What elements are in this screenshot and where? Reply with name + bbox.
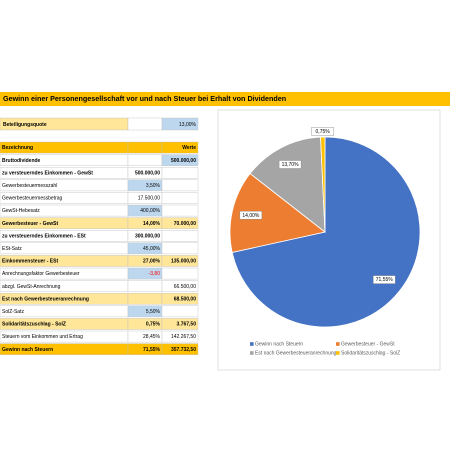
cell-text: 400,00% bbox=[140, 208, 160, 214]
title-bar bbox=[0, 92, 450, 106]
cell-text: Gewerbesteuermessbetrag bbox=[2, 196, 63, 202]
cell-text: 142.267,50 bbox=[171, 334, 196, 340]
cell-text: ESt-Satz bbox=[2, 246, 22, 252]
cell bbox=[161, 293, 199, 305]
pie-slice bbox=[231, 136, 421, 328]
data-label: 14,00% bbox=[242, 213, 260, 219]
pie-slice bbox=[229, 172, 326, 253]
cell bbox=[127, 141, 163, 154]
cell bbox=[161, 305, 199, 318]
cell-text: 45,00% bbox=[143, 246, 161, 252]
cell-text: 17.500,00 bbox=[138, 196, 160, 202]
cell-text: Einkommensteuer - ESt bbox=[2, 259, 58, 265]
cell-text: 5,50% bbox=[146, 309, 161, 315]
pie-slice bbox=[249, 136, 326, 233]
cell-text: -3,80 bbox=[149, 271, 161, 277]
cell bbox=[161, 154, 199, 166]
cell bbox=[161, 330, 199, 343]
cell bbox=[161, 343, 199, 355]
cell bbox=[161, 318, 199, 330]
legend-swatch bbox=[250, 342, 254, 346]
cell bbox=[161, 242, 199, 255]
cell-text: 14,00% bbox=[143, 221, 161, 227]
cell-text: Est nach Gewerbesteueranrechnung bbox=[2, 296, 89, 302]
legend-swatch bbox=[336, 351, 340, 355]
cell-text: 68.500,00 bbox=[174, 296, 196, 302]
data-label-box bbox=[311, 127, 334, 136]
quote-label: Beteiligungsquote bbox=[3, 122, 47, 128]
cell bbox=[161, 192, 199, 204]
data-label-box bbox=[278, 160, 302, 169]
data-label: 13,70% bbox=[282, 162, 300, 168]
cell-text: 3.767,50 bbox=[177, 322, 197, 328]
cell-text: 71,55% bbox=[143, 347, 161, 353]
cell bbox=[161, 141, 199, 154]
cell-text: Gewerbesteuermesszahl bbox=[2, 183, 57, 189]
cell-text: Werte bbox=[182, 145, 196, 151]
cell-text: 300.000,00 bbox=[135, 233, 160, 239]
cell-text: GewSt-Hebesatz bbox=[2, 208, 40, 214]
cell-text: Gewinn nach Steuern bbox=[2, 347, 53, 353]
legend-label: Gewinn nach Steuern bbox=[255, 342, 303, 348]
cell bbox=[127, 154, 163, 166]
cell bbox=[127, 293, 163, 305]
cell-text: 28,45% bbox=[143, 334, 161, 340]
cell-text: SolZ-Satz bbox=[2, 309, 24, 315]
sheet-title: Gewinn einer Personengesellschaft vor un… bbox=[3, 94, 286, 103]
legend-swatch bbox=[336, 342, 340, 346]
cell bbox=[161, 217, 199, 229]
legend-label: Est nach Gewerbesteueranrechnung bbox=[255, 351, 337, 357]
legend-label: Gewerbesteuer - GewSt bbox=[341, 342, 395, 348]
cell-text: abzgl. GewSt-Anrechnung bbox=[2, 284, 61, 290]
cell-text: 27,00% bbox=[143, 259, 161, 265]
cell bbox=[161, 280, 199, 292]
cell-text: 3,50% bbox=[146, 183, 161, 189]
cell-text: 70.000,00 bbox=[174, 221, 196, 227]
cell-text: zu versteuerndes Einkommen - ESt bbox=[2, 233, 86, 239]
empty-cell bbox=[127, 117, 163, 131]
cell bbox=[161, 229, 199, 242]
cell-text: Steuern vom Einkommen und Ertrag bbox=[2, 334, 83, 340]
cell-text: 66.500,00 bbox=[174, 284, 196, 290]
data-label: 0,75% bbox=[316, 129, 331, 135]
cell bbox=[161, 267, 199, 280]
cell-text: Bezeichnung bbox=[2, 145, 33, 151]
cell bbox=[127, 280, 163, 292]
cell bbox=[161, 204, 199, 217]
data-label-box bbox=[239, 210, 263, 220]
pie-slice bbox=[320, 136, 326, 233]
cell-text: 135.000,00 bbox=[171, 259, 196, 265]
cell-text: 357.732,50 bbox=[171, 347, 196, 353]
cell-text: 500.000,00 bbox=[135, 170, 160, 176]
cell-text: Bruttodividende bbox=[2, 158, 41, 164]
legend-swatch bbox=[250, 351, 254, 355]
cell-text: 500.000,00 bbox=[171, 158, 196, 164]
cell-text: 0,75% bbox=[146, 322, 161, 328]
cell bbox=[161, 166, 199, 179]
legend-label: Solidaritätszuschlag - SolZ bbox=[341, 351, 400, 357]
cell bbox=[161, 255, 199, 267]
cell-text: Solidaritätszuschlag - SolZ bbox=[2, 322, 66, 328]
quote-value-cell bbox=[161, 117, 199, 131]
cell-text: Anrechnungsfaktor Gewerbesteuer bbox=[2, 271, 80, 277]
cell bbox=[161, 179, 199, 192]
data-label: 71,55% bbox=[376, 277, 394, 283]
data-label-box bbox=[373, 275, 396, 284]
quote-value: 13,00% bbox=[179, 122, 197, 128]
cell-text: Gewerbesteuer - GewSt bbox=[2, 221, 58, 227]
cell-text: zu versteuerndes Einkommen - GewSt bbox=[2, 170, 93, 176]
